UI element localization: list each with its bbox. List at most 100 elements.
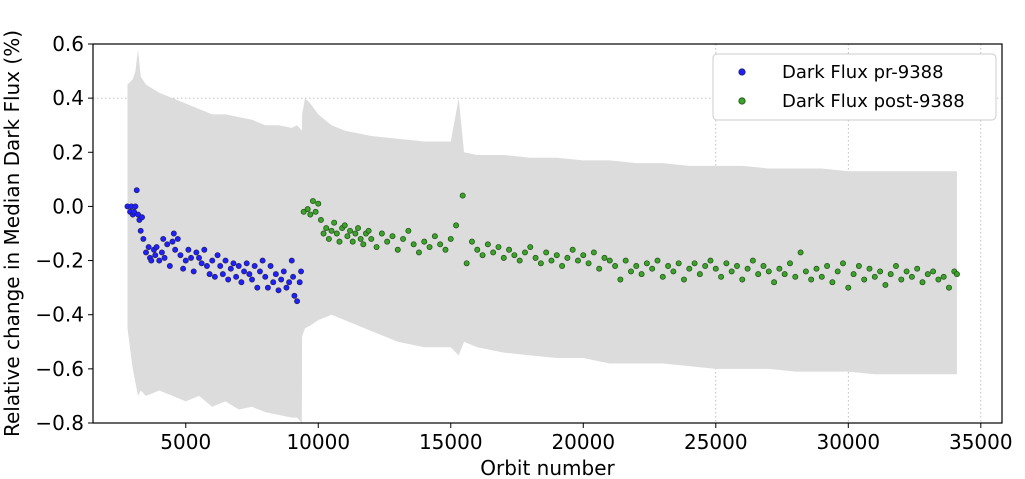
data-point-post xyxy=(914,265,921,272)
data-point-post xyxy=(484,241,491,248)
data-point-post xyxy=(394,246,401,253)
data-point-post xyxy=(771,279,778,286)
data-point-pre xyxy=(270,279,277,286)
data-point-post xyxy=(718,273,725,280)
data-point-post xyxy=(665,263,672,269)
data-point-post xyxy=(781,271,788,278)
legend: Dark Flux pr-9388 Dark Flux post-9388 xyxy=(712,53,997,121)
data-point-post xyxy=(320,230,327,237)
data-point-pre xyxy=(206,271,213,278)
data-point-post xyxy=(924,271,931,278)
data-point-post xyxy=(437,241,444,248)
data-point-post xyxy=(575,257,581,264)
data-point-post xyxy=(908,273,915,280)
y-axis-label: Relative change in Median Dark Flux (%) xyxy=(0,30,24,437)
data-point-post xyxy=(776,265,783,272)
data-point-post xyxy=(596,265,603,272)
data-point-pre xyxy=(243,260,250,267)
data-point-post xyxy=(670,268,677,275)
x-tick-label: 15000 xyxy=(419,430,483,454)
data-point-post xyxy=(310,198,316,204)
data-point-post xyxy=(474,246,481,253)
data-point-pre xyxy=(230,260,237,267)
plot-frame xyxy=(92,43,1003,424)
data-point-pre xyxy=(280,268,287,275)
data-point-post xyxy=(317,217,324,223)
x-tick-label: 20000 xyxy=(551,430,615,454)
data-point-pre xyxy=(254,284,261,291)
data-point-pre xyxy=(283,284,290,291)
data-point-post xyxy=(442,246,449,253)
data-point-pre xyxy=(196,254,202,261)
y-tick-label: 0.0 xyxy=(52,194,84,218)
data-point-pre xyxy=(222,257,229,264)
axis-ticks: 5000 10000 15000 20000 25000 30000 35000 0.6 0.4… xyxy=(35,32,1012,454)
data-point-pre xyxy=(193,249,200,256)
data-point-pre xyxy=(148,257,155,264)
data-point-post xyxy=(421,238,428,245)
data-point-post xyxy=(325,235,332,242)
data-point-post xyxy=(654,257,661,264)
data-point-post xyxy=(612,263,619,269)
data-point-post xyxy=(893,263,899,269)
data-point-post xyxy=(787,260,793,267)
data-point-post xyxy=(861,276,868,283)
data-point-post xyxy=(622,257,629,264)
data-point-pre xyxy=(217,263,224,269)
y-tick-label: 0.6 xyxy=(52,32,84,56)
data-point-post xyxy=(590,249,597,256)
data-point-post xyxy=(373,244,380,250)
data-point-post xyxy=(628,268,634,275)
data-point-post xyxy=(352,230,359,237)
data-point-pre xyxy=(131,208,138,215)
data-point-post xyxy=(580,252,587,259)
data-point-pre xyxy=(135,211,142,218)
data-point-pre xyxy=(177,252,184,259)
data-point-pre xyxy=(214,252,221,259)
data-point-pre xyxy=(139,214,145,221)
x-tick-label: 30000 xyxy=(816,430,880,454)
data-point-post xyxy=(638,271,645,278)
data-point-post xyxy=(882,281,889,288)
data-point-pre xyxy=(156,257,163,264)
data-point-pre xyxy=(294,298,301,305)
y-tick-label: 0.4 xyxy=(52,86,84,110)
data-point-post xyxy=(506,246,513,253)
data-point-post xyxy=(312,208,319,215)
data-point-post xyxy=(333,230,340,237)
data-point-post xyxy=(463,260,470,267)
data-point-post xyxy=(553,252,560,259)
data-point-post xyxy=(808,276,815,283)
data-point-pre xyxy=(133,187,140,194)
data-point-post xyxy=(384,238,391,245)
data-point-pre xyxy=(272,271,279,278)
data-point-pre xyxy=(152,252,159,259)
data-point-pre xyxy=(288,257,295,264)
data-point-pre xyxy=(190,268,197,275)
data-point-pre xyxy=(233,273,240,280)
data-point-post xyxy=(527,244,534,250)
data-point-pre xyxy=(166,263,173,269)
data-point-pre xyxy=(225,276,232,283)
data-point-post xyxy=(511,252,518,259)
data-point-post xyxy=(765,268,772,275)
data-point-post xyxy=(898,276,905,283)
data-point-post xyxy=(360,241,367,248)
y-tick-label: −0.6 xyxy=(35,357,84,381)
data-point-pre xyxy=(249,276,255,283)
data-point-pre xyxy=(170,230,177,237)
data-point-pre xyxy=(219,271,226,278)
data-point-pre xyxy=(246,271,253,278)
data-point-post xyxy=(659,273,666,280)
data-point-post xyxy=(734,263,740,269)
data-point-post xyxy=(349,238,356,245)
data-point-pre xyxy=(164,241,171,248)
data-point-post xyxy=(328,227,335,234)
data-point-post xyxy=(946,284,952,291)
data-point-post xyxy=(469,238,475,245)
data-point-post xyxy=(723,260,730,267)
data-point-pre xyxy=(188,254,195,261)
data-point-post xyxy=(930,268,937,275)
data-point-post xyxy=(516,257,523,264)
data-point-pre xyxy=(291,292,298,299)
